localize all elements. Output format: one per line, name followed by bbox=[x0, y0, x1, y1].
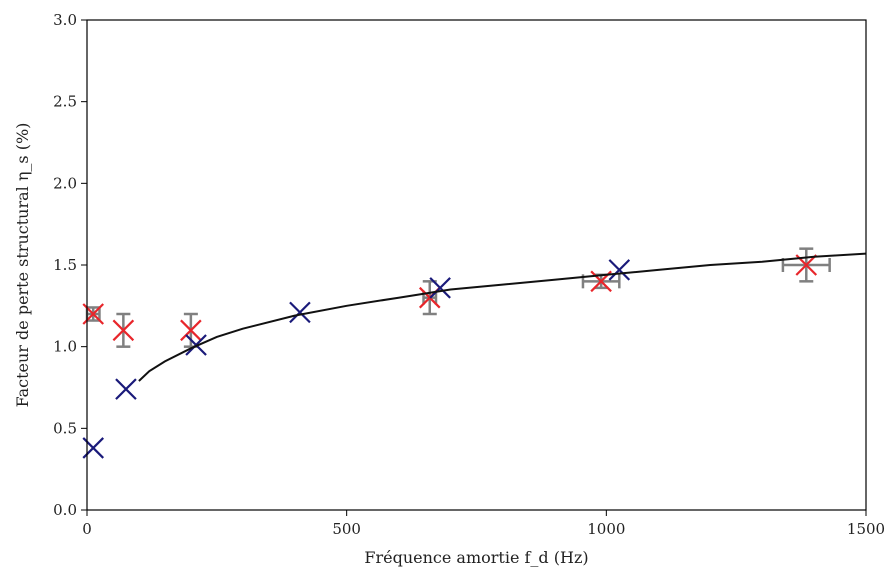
y-tick-label: 1.5 bbox=[53, 256, 77, 274]
x-tick-label: 0 bbox=[82, 520, 92, 538]
x-tick-label: 1000 bbox=[587, 520, 625, 538]
data-point-red bbox=[112, 319, 135, 342]
axis-ticks: 0 500 1000 1500 0.0 0.5 1.0 1.5 2.0 2.5 3.0 bbox=[53, 11, 885, 538]
y-tick-label: 2.5 bbox=[53, 93, 77, 111]
data-point-blue bbox=[82, 437, 105, 459]
data-point-blue bbox=[289, 301, 311, 324]
x-axis-label: Fréquence amortie f_d (Hz) bbox=[364, 548, 588, 567]
y-axis-label: Facteur de perte structural η_s (%) bbox=[13, 123, 32, 408]
data-point-blue bbox=[429, 277, 451, 299]
fit-curve bbox=[138, 252, 867, 382]
y-tick-label: 0.5 bbox=[53, 419, 77, 437]
data-point-red bbox=[180, 319, 202, 342]
x-tick-label: 500 bbox=[332, 520, 361, 538]
plot-marks bbox=[82, 247, 867, 459]
plot-frame bbox=[86, 19, 867, 511]
data-point-blue bbox=[115, 378, 137, 400]
y-tick-label: 2.0 bbox=[53, 174, 77, 192]
data-point-blue bbox=[608, 259, 631, 281]
y-tick-label: 0.0 bbox=[53, 501, 77, 519]
x-tick-label: 1500 bbox=[847, 520, 885, 538]
y-tick-label: 1.0 bbox=[53, 338, 77, 356]
y-tick-label: 3.0 bbox=[53, 11, 77, 29]
